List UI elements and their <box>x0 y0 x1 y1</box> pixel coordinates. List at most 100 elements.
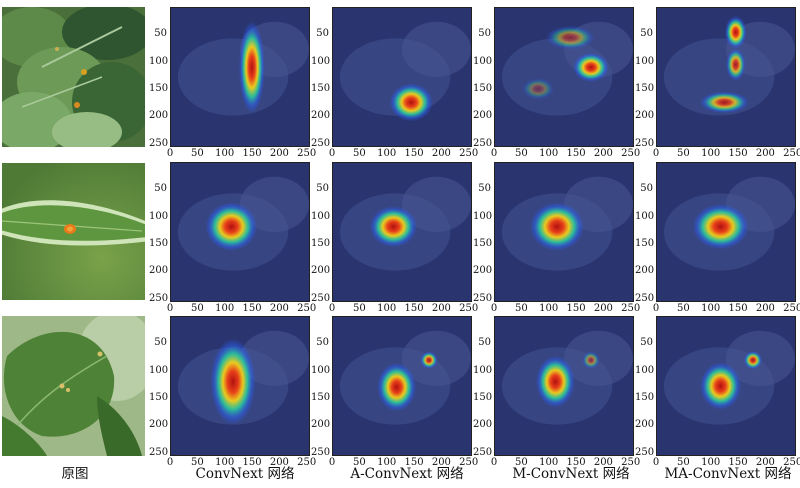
x-tick-label: 250 <box>621 457 641 468</box>
y-tick-label: 100 <box>311 364 331 376</box>
heatmap-panel-a-convnext-row-2 <box>332 162 472 302</box>
x-tick-label: 0 <box>490 148 498 159</box>
x-tick-label: 0 <box>490 303 498 314</box>
heatmap-panel-a-convnext-row-1 <box>332 7 472 147</box>
x-tick-label: 150 <box>242 303 262 314</box>
attention-hotspot <box>521 78 555 100</box>
x-tick-label: 200 <box>593 303 613 314</box>
y-tick-label: 100 <box>149 55 169 67</box>
y-tick-label: 50 <box>640 337 653 349</box>
x-tick-label: 150 <box>242 457 262 468</box>
heatmap-panel-a-convnext-row-3 <box>332 316 472 456</box>
y-tick-label: 150 <box>149 392 169 404</box>
y-tick-label: 50 <box>154 28 167 40</box>
x-tick-label: 150 <box>404 457 424 468</box>
y-tick-label: 200 <box>149 110 169 122</box>
x-tick-label: 150 <box>404 148 424 159</box>
y-tick-label: 250 <box>473 137 493 149</box>
x-tick-label: 100 <box>701 457 721 468</box>
x-tick-label: 250 <box>459 303 479 314</box>
y-tick-label: 200 <box>149 419 169 431</box>
x-tick-label: 150 <box>566 303 586 314</box>
y-tick-label: 250 <box>149 137 169 149</box>
x-tick-label: 150 <box>566 457 586 468</box>
heatmap-panel-convnext-row-2 <box>170 162 310 302</box>
y-tick-label: 250 <box>149 292 169 304</box>
x-tick-label: 200 <box>431 148 451 159</box>
x-tick-label: 100 <box>539 457 559 468</box>
heatmap-panel-ma-convnext-row-3 <box>656 316 796 456</box>
attention-hotspot <box>238 21 265 114</box>
caption-ma-convnext: MA-ConvNext 网络 <box>664 466 792 482</box>
x-tick-label: 0 <box>166 303 174 314</box>
attention-hotspot <box>726 48 746 81</box>
x-tick-label: 200 <box>755 148 775 159</box>
x-tick-label: 50 <box>676 148 690 159</box>
y-tick-label: 150 <box>473 392 493 404</box>
x-tick-label: 0 <box>652 457 660 468</box>
caption-original: 原图 <box>61 466 89 482</box>
y-tick-label: 200 <box>311 110 331 122</box>
attention-hotspot <box>205 202 258 251</box>
x-tick-label: 50 <box>514 148 528 159</box>
x-tick-label: 200 <box>431 457 451 468</box>
attention-hotspot <box>420 351 438 369</box>
x-tick-label: 0 <box>328 457 336 468</box>
y-tick-label: 150 <box>311 238 331 250</box>
heatmap-panel-m-convnext-row-1 <box>494 7 634 147</box>
y-tick-label: 200 <box>311 419 331 431</box>
y-tick-label: 200 <box>635 265 655 277</box>
y-tick-label: 150 <box>473 238 493 250</box>
y-tick-label: 100 <box>635 55 655 67</box>
x-tick-label: 50 <box>190 148 204 159</box>
y-tick-label: 150 <box>473 83 493 95</box>
x-tick-label: 0 <box>490 457 498 468</box>
y-tick-label: 250 <box>149 446 169 458</box>
x-tick-label: 100 <box>377 457 397 468</box>
heatmap-panel-m-convnext-row-3 <box>494 316 634 456</box>
attention-hotspot <box>535 355 575 408</box>
x-tick-label: 0 <box>166 457 174 468</box>
y-tick-label: 150 <box>635 392 655 404</box>
attention-hotspot <box>724 16 747 49</box>
caption-a-convnext: A-ConvNext 网络 <box>350 466 464 482</box>
attention-hotspot <box>369 206 418 248</box>
y-tick-label: 150 <box>311 392 331 404</box>
x-tick-label: 150 <box>728 303 748 314</box>
x-tick-label: 50 <box>190 457 204 468</box>
x-tick-label: 200 <box>755 303 775 314</box>
attention-hotspot <box>700 362 742 410</box>
y-tick-label: 200 <box>311 265 331 277</box>
original-image-3 <box>2 316 145 456</box>
y-tick-label: 100 <box>473 210 493 222</box>
x-tick-label: 200 <box>593 148 613 159</box>
y-tick-label: 100 <box>311 210 331 222</box>
attention-hotspot <box>210 338 256 425</box>
x-tick-label: 250 <box>459 148 479 159</box>
y-tick-label: 150 <box>149 238 169 250</box>
attention-hotspot <box>573 52 609 82</box>
y-tick-label: 250 <box>311 137 331 149</box>
heatmap-panel-m-convnext-row-2 <box>494 162 634 302</box>
x-tick-label: 150 <box>404 303 424 314</box>
x-tick-label: 100 <box>701 148 721 159</box>
attention-hotspot <box>700 91 749 114</box>
x-tick-label: 250 <box>783 457 800 468</box>
y-tick-label: 250 <box>473 446 493 458</box>
y-tick-label: 50 <box>316 28 329 40</box>
y-tick-label: 50 <box>640 183 653 195</box>
y-tick-label: 50 <box>316 183 329 195</box>
y-tick-label: 200 <box>635 110 655 122</box>
y-tick-label: 200 <box>635 419 655 431</box>
x-tick-label: 50 <box>676 457 690 468</box>
x-tick-label: 250 <box>783 303 800 314</box>
x-tick-label: 50 <box>676 303 690 314</box>
y-tick-label: 100 <box>311 55 331 67</box>
heatmap-panel-convnext-row-1 <box>170 7 310 147</box>
x-tick-label: 200 <box>755 457 775 468</box>
attention-hotspot <box>743 350 763 370</box>
x-tick-label: 100 <box>215 148 235 159</box>
y-tick-label: 100 <box>149 364 169 376</box>
x-tick-label: 250 <box>783 148 800 159</box>
y-tick-label: 250 <box>473 292 493 304</box>
